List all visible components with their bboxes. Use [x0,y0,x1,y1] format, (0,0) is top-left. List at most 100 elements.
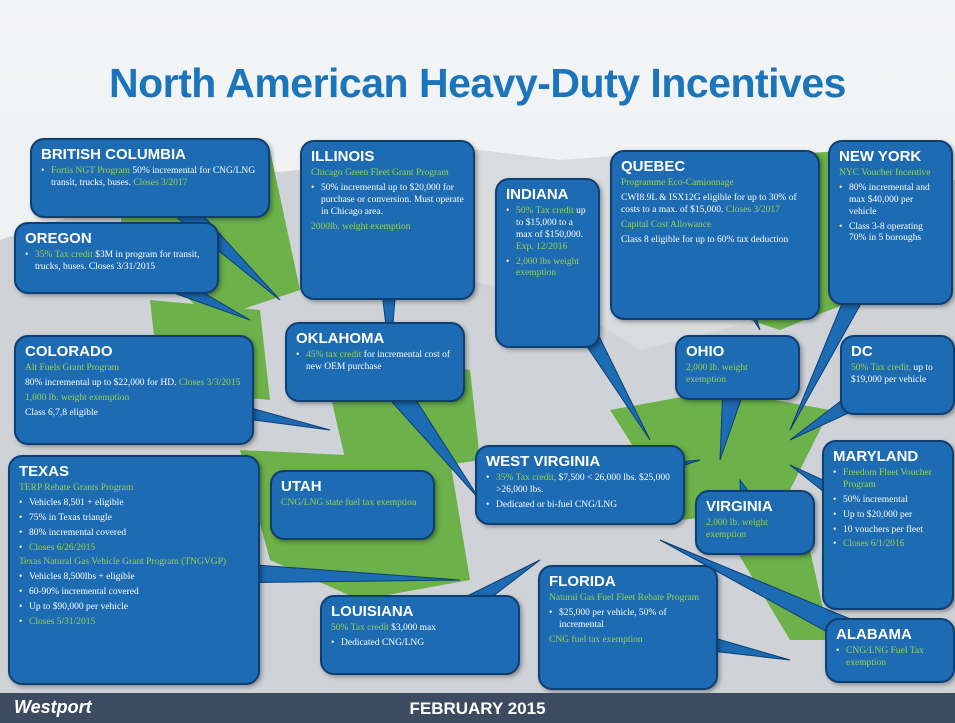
callout: ALABAMA CNG/LNG Fuel Tax exemption [825,618,955,683]
callout-title: MARYLAND [833,448,919,465]
callout-title: NEW YORK [839,148,922,165]
callout-line: Capital Cost Allowance [621,220,809,232]
callout-line: Closes 6/1/2016 [833,539,943,551]
text-run: CWI8.9L & ISX12G eligible for up to 30% … [621,192,797,215]
callout-title: FLORIDA [549,573,616,590]
callout-line: 10 vouchers per fleet [833,525,943,537]
footer-date: FEBRUARY 2015 [409,699,546,718]
callout: INDIANA 50% Tax credit up to $15,000 to a… [495,178,600,348]
callout-line: Dedicated or bi-fuel CNG/LNG [486,500,674,512]
callout-line: Class 6,7,8 eligible [25,408,243,420]
text-run: 35% Tax credit, [496,473,557,483]
callout-line: 2,000 lbs weight exemption [506,257,589,281]
callout: VIRGINIA 2,000 lb. weight exemption [695,490,815,555]
callout-line: TERP Rebate Grants Program [19,483,249,495]
text-run: 50% Tax credit [331,623,389,633]
callout-title: TEXAS [19,463,70,480]
callout-title: OKLAHOMA [296,330,385,347]
callout: OKLAHOMA 45% tax credit for incremental c… [285,322,465,402]
text-run: CNG fuel tax exemption [549,634,643,645]
callout-title: COLORADO [25,343,113,360]
callout-line: NYC Voucher Incentive [839,168,942,180]
text-run: Alt Fuels Grant Program [25,363,120,373]
callout-line: 1,000 lb. weight exemption [25,393,243,405]
callout-line: 50% Tax credit, up to $19,000 per vehicl… [851,363,944,387]
text-run: 80% incremental and max $40,000 per vehi… [849,182,930,217]
callout: MARYLAND Freedom Fleet Voucher Program 50%… [822,440,954,610]
text-run: Closes 3/2017 [725,204,780,215]
text-run: Class 3-8 operating 70% in 5 boroughs [849,221,923,244]
callout-line: Chicago Green Fleet Grant Program [311,168,464,180]
callout: DC 50% Tax credit, up to $19,000 per vehi… [840,335,955,415]
logo: Westport [14,697,92,717]
text-run: 2,000 lb. weight exemption [706,518,768,540]
callout: ILLINOIS Chicago Green Fleet Grant Progra… [300,140,475,300]
text-run: Capital Cost Allowance [621,219,712,230]
callout-line: Closes 6/26/2015 [19,543,249,555]
callout-title: ALABAMA [836,626,912,643]
callout-line: CNG/LNG state fuel tax exemption [281,498,424,510]
text-run: 10 vouchers per fleet [843,524,923,535]
callout-line: Natural Gas Fuel Fleet Rebate Program [549,593,707,605]
text-run: $3M in program for transit, trucks, buse… [35,250,200,272]
text-run: Up to $20,000 per [843,509,913,520]
text-run: Dedicated or bi-fuel CNG/LNG [496,499,618,510]
text-run: Chicago Green Fleet Grant Program [311,168,449,178]
text-run: 35% Tax credit [35,250,93,260]
text-run: Class 6,7,8 eligible [25,407,98,418]
callout-line: Up to $20,000 per [833,510,943,522]
callout-line: CWI8.9L & ISX12G eligible for up to 30% … [621,193,809,217]
callout-title: OHIO [686,343,725,360]
text-run: $7,500 < 26,000 lbs. $25,000 >26,000 lbs… [496,473,670,495]
callout-line: Dedicated CNG/LNG [331,638,509,650]
text-run: for incremental cost of new OEM purchase [306,350,451,372]
text-run: 2,000 lb. weight exemption [686,363,748,385]
callout-title: QUEBEC [621,158,686,175]
callout-line: 50% Tax credit up to $15,000 to a max of… [506,206,589,254]
text-run: $3,000 max [388,623,436,633]
callout-line: Vehicles 8,501 + eligible [19,498,249,510]
callout-line: 75% in Texas triangle [19,513,249,525]
text-run: NYC Voucher Incentive [839,168,931,178]
text-run: CNG/LNG state fuel tax exemption [281,498,417,508]
text-run: 50% incremental [843,494,908,505]
callout-line: Closes 5/31/2015 [19,617,249,629]
text-run: CNG/LNG Fuel Tax exemption [846,646,924,668]
callout: TEXAS TERP Rebate Grants Program Vehicles … [8,455,260,685]
callout: BRITISH COLUMBIA Fortis NGT Program 50% i… [30,138,270,218]
text-run: 50% incremental for CNG/LNG transit, tru… [51,166,256,188]
callout-title: BRITISH COLUMBIA [41,146,186,163]
callout-line: 50% incremental [833,495,943,507]
callout-title: DC [851,343,873,360]
callout-line: 80% incremental covered [19,528,249,540]
text-run: $25,000 per vehicle, 50% of incremental [559,607,667,630]
callout-line: Vehicles 8,500lbs + eligible [19,572,249,584]
callout-line: 60-90% incremental covered [19,587,249,599]
callout: WEST VIRGINIA 35% Tax credit, $7,500 < 26… [475,445,685,525]
text-run: up to $19,000 per vehicle [851,363,933,385]
callout-line: 2000lb. weight exemption [311,222,464,234]
callout: OREGON 35% Tax credit $3M in program for … [14,222,219,294]
text-run: 75% in Texas triangle [29,512,112,523]
callout-line: Up to $90,000 per vehicle [19,602,249,614]
callout-title: ILLINOIS [311,148,375,165]
callout-line: Freedom Fleet Voucher Program [833,468,943,492]
text-run: Closes 3/2017 [133,177,188,188]
callout-line: Class 3-8 operating 70% in 5 boroughs [839,222,942,246]
callout-line: 50% Tax credit $3,000 max [331,623,509,635]
callout-line: Class 8 eligible for up to 60% tax deduc… [621,235,809,247]
text-run: 50% Tax credit, [851,363,912,373]
text-run: 1,000 lb. weight exemption [25,392,130,403]
text-run: Exp. 12/2016 [516,241,568,252]
text-run: 50% Tax credit [516,206,574,216]
text-run: Natural Gas Fuel Fleet Rebate Program [549,593,700,603]
text-run: Closes 3/3/2015 [178,377,241,388]
text-run: Closes 6/26/2015 [29,542,96,553]
callout-title: WEST VIRGINIA [486,453,601,470]
callout-title: INDIANA [506,186,569,203]
text-run: Vehicles 8,500lbs + eligible [29,572,135,583]
callout-line: $25,000 per vehicle, 50% of incremental [549,608,707,632]
callout: FLORIDA Natural Gas Fuel Fleet Rebate Pro… [538,565,718,690]
callout-line: Programme Eco-Camionnage [621,178,809,190]
callout: LOUISIANA 50% Tax credit $3,000 max Dedica… [320,595,520,675]
